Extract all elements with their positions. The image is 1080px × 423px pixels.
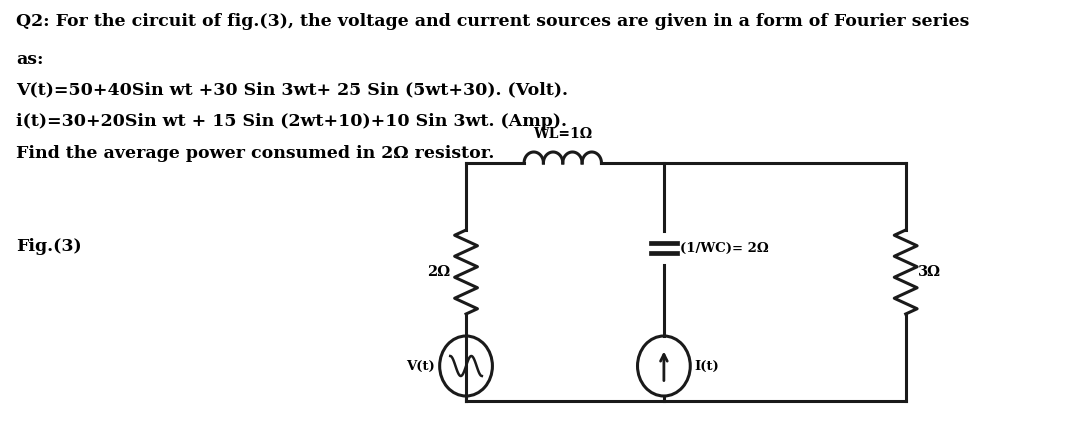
Text: 3Ω: 3Ω [918,265,941,279]
Text: WL=1Ω: WL=1Ω [534,127,592,141]
Text: i(t)=30+20Sin wt + 15 Sin (2wt+10)+10 Sin 3wt. (Amp).: i(t)=30+20Sin wt + 15 Sin (2wt+10)+10 Si… [16,113,567,130]
Text: I(t): I(t) [694,360,719,373]
Text: as:: as: [16,51,43,68]
Text: (1/WC)= 2Ω: (1/WC)= 2Ω [679,242,769,255]
Text: Find the average power consumed in 2Ω resistor.: Find the average power consumed in 2Ω re… [16,145,495,162]
Text: V(t): V(t) [406,360,435,373]
Text: 2Ω: 2Ω [427,265,450,279]
Text: V(t)=50+40Sin wt +30 Sin 3wt+ 25 Sin (5wt+30). (Volt).: V(t)=50+40Sin wt +30 Sin 3wt+ 25 Sin (5w… [16,81,568,98]
Text: Q2: For the circuit of fig.(3), the voltage and current sources are given in a f: Q2: For the circuit of fig.(3), the volt… [16,13,969,30]
Text: Fig.(3): Fig.(3) [16,238,81,255]
